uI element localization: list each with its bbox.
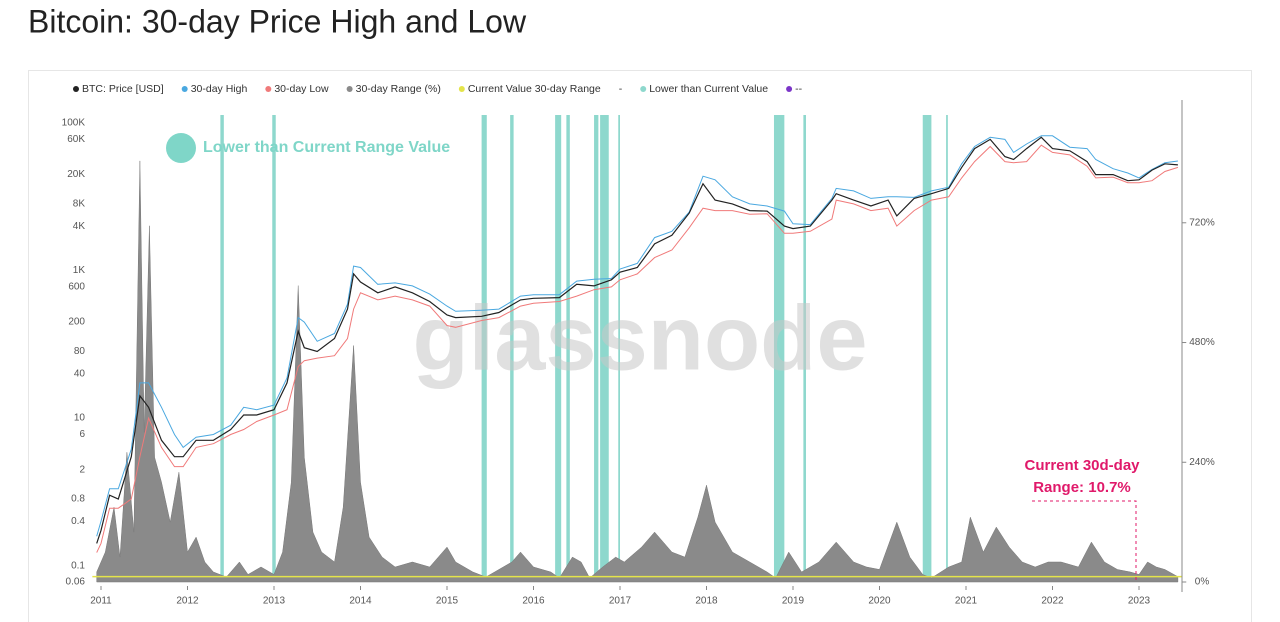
- chart-frame: [28, 70, 1252, 622]
- annotation: Current 30d-day: [1024, 457, 1140, 474]
- legend-swatch: [346, 86, 353, 92]
- legend-swatch: [786, 86, 793, 92]
- annotation-pointer: [1032, 500, 1137, 580]
- legend-label: -: [619, 83, 623, 95]
- lower-band: [946, 115, 948, 582]
- x-tick-label: 2019: [782, 596, 805, 607]
- x-tick-label: 2023: [1128, 596, 1151, 607]
- y-tick-label: 600: [68, 282, 85, 293]
- x-tick-label: 2021: [955, 596, 978, 607]
- legend-label: 30-day Range (%): [356, 83, 441, 95]
- y-tick-label: 60K: [67, 134, 85, 145]
- legend-label: Current Value 30-day Range: [468, 83, 601, 95]
- lower-band: [773, 115, 785, 582]
- lower-band: [555, 115, 562, 582]
- bands: [220, 115, 948, 582]
- y-tick-label: 0.8: [71, 494, 85, 505]
- y-tick-label: 8K: [73, 199, 86, 210]
- y-tick-label: 4K: [73, 221, 86, 232]
- y-tick-label: 200: [68, 317, 85, 328]
- legend-label: 30-day High: [191, 83, 248, 95]
- price-line: [96, 136, 1178, 544]
- y-tick-label: 2: [79, 464, 85, 475]
- legend: BTC: Price [USD] 30-day High 30-day Low 30-…: [73, 83, 803, 95]
- range-area: [96, 160, 1179, 583]
- axes: 0.06 0.1 0.4 0.8 2 6 10 40 80 200 600 1K 4K 8K 20K 60K 1…: [62, 118, 1215, 607]
- lower-band: [272, 115, 276, 582]
- x-tick-label: 2022: [1041, 596, 1064, 607]
- lower-band: [566, 115, 570, 582]
- x-tick-label: 2018: [695, 596, 718, 607]
- y-tick-label: 6: [79, 429, 85, 440]
- x-tick-label: 2015: [436, 596, 459, 607]
- price-line: [96, 135, 1178, 537]
- y-tick-label: 10: [74, 413, 86, 424]
- chart-title: Bitcoin: 30-day Price High and Low: [28, 3, 527, 39]
- legend-label: Lower than Current Value: [649, 83, 768, 95]
- legend-swatch: [181, 86, 188, 92]
- lower-band: [600, 115, 609, 582]
- lower-band: [510, 115, 514, 582]
- y-tick-label: 40: [74, 368, 86, 379]
- y-tick-label: 100K: [62, 118, 86, 129]
- price-line: [96, 144, 1179, 553]
- x-tick-label: 2011: [90, 596, 112, 607]
- y-tick-label: 1K: [73, 265, 86, 276]
- range-layer: [96, 160, 1179, 583]
- x-tick-label: 2014: [349, 596, 372, 607]
- y-tick-label: 0.4: [71, 516, 85, 527]
- y-tick-label: 80: [74, 346, 86, 357]
- line-layer: [92, 135, 1183, 578]
- y-tick-label: 0.1: [71, 560, 85, 571]
- watermark: glassnode: [412, 287, 867, 389]
- y2-tick-label: 0%: [1195, 577, 1210, 588]
- legend-swatch: [640, 86, 647, 92]
- lower-band: [481, 115, 487, 582]
- lower-band: [922, 115, 932, 582]
- y-tick-label: 20K: [67, 169, 85, 180]
- lower-band: [220, 115, 224, 582]
- annotation: Range: 10.7%: [1033, 479, 1131, 496]
- legend-swatch: [73, 86, 79, 92]
- lower-band: [803, 115, 806, 582]
- legend-swatch: [458, 86, 465, 92]
- lower-band: [618, 115, 620, 582]
- y2-tick-label: 240%: [1189, 457, 1215, 468]
- legend-label: 30-day Low: [274, 83, 329, 95]
- y-tick-label: 0.06: [66, 577, 86, 588]
- x-tick-label: 2016: [522, 596, 545, 607]
- lower-band: [594, 115, 599, 582]
- x-tick-label: 2012: [176, 596, 199, 607]
- x-tick-label: 2017: [609, 596, 632, 607]
- legend-label: BTC: Price [USD]: [82, 83, 164, 95]
- legend-label: --: [795, 83, 802, 95]
- y2-tick-label: 480%: [1189, 337, 1215, 348]
- legend-swatch: [265, 86, 272, 92]
- x-tick-label: 2013: [263, 596, 286, 607]
- x-tick-label: 2020: [868, 596, 891, 607]
- annotation-dot: [166, 133, 196, 163]
- y2-tick-label: 720%: [1189, 217, 1215, 228]
- annotation: Lower than Current Range Value: [203, 139, 450, 156]
